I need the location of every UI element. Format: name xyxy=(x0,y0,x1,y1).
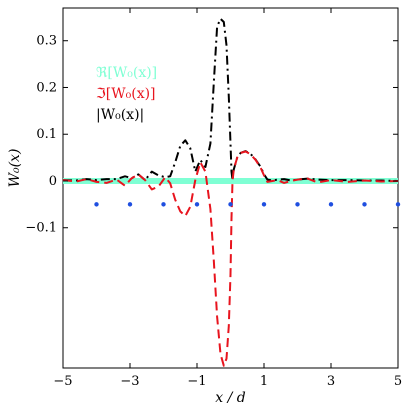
x-tick-label: 3 xyxy=(327,374,335,389)
y-tick-label: 0.1 xyxy=(36,127,57,142)
lattice-point xyxy=(194,202,200,207)
series-line-1 xyxy=(62,150,399,367)
lattice-point xyxy=(328,202,334,207)
legend: ℜ[W₀(x)] ℑ[W₀(x)] |W₀(x)| xyxy=(96,65,157,123)
series-layer xyxy=(62,17,399,367)
lattice-markers xyxy=(94,202,401,207)
lattice-point xyxy=(261,202,267,207)
y-tick-label: 0 xyxy=(49,174,57,189)
x-tick-label: −5 xyxy=(53,374,72,389)
lattice-point xyxy=(395,202,401,207)
y-tick-label: 0.2 xyxy=(36,80,57,95)
lattice-point xyxy=(228,202,233,207)
x-tick-label: −3 xyxy=(120,374,139,389)
legend-entry-0: ℜ[W₀(x)] xyxy=(96,65,157,81)
y-tick-label: −0.1 xyxy=(25,221,57,236)
y-axis-label: W₀(x) xyxy=(7,149,23,188)
lattice-point xyxy=(362,202,367,207)
axes-frame xyxy=(62,7,399,369)
ticks-layer: −5 −3 −1 1 3 5 −0.1 0 0.1 0.2 0.3 xyxy=(25,8,402,389)
legend-entry-1: ℑ[W₀(x)] xyxy=(96,86,156,102)
lattice-point xyxy=(161,202,166,207)
lattice-point xyxy=(295,202,300,207)
lattice-point xyxy=(127,202,133,207)
legend-entry-2: |W₀(x)| xyxy=(96,107,144,123)
y-tick-label: 0.3 xyxy=(36,34,57,49)
plot-frame xyxy=(62,7,399,369)
x-axis-label: x / d xyxy=(215,390,246,406)
x-tick-label: −1 xyxy=(187,374,206,389)
x-tick-label: 5 xyxy=(394,374,402,389)
lattice-point xyxy=(94,202,99,207)
x-tick-label: 1 xyxy=(260,374,268,389)
